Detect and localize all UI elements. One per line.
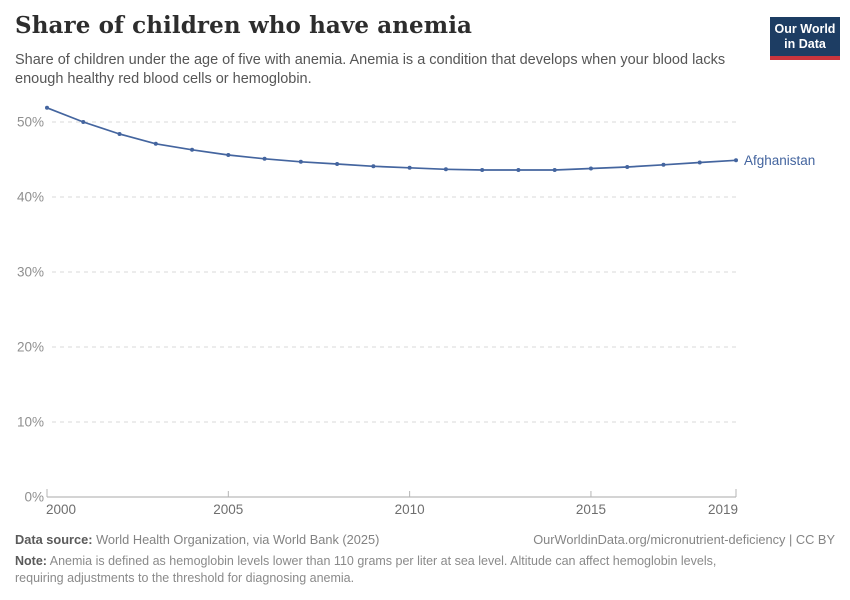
y-axis-label: 0% — [24, 490, 44, 505]
x-axis-label: 2005 — [213, 502, 243, 517]
series-end-label[interactable]: Afghanistan — [744, 153, 815, 168]
page-title: Share of children who have anemia — [15, 12, 473, 39]
x-axis-label: 2019 — [708, 502, 738, 517]
data-point[interactable] — [262, 156, 267, 161]
data-source-label: Data source: — [15, 532, 93, 547]
data-point[interactable] — [734, 158, 738, 163]
y-axis-label: 30% — [17, 265, 44, 280]
data-source: Data source: World Health Organization, … — [15, 532, 379, 547]
data-point[interactable] — [117, 132, 122, 136]
chart-note: Note: Anemia is defined as hemoglobin le… — [15, 553, 762, 588]
data-point[interactable] — [371, 164, 376, 169]
owid-logo-line2: in Data — [784, 36, 826, 51]
data-point[interactable] — [190, 147, 195, 152]
chart-subtitle: Share of children under the age of five … — [15, 52, 726, 88]
data-point[interactable] — [226, 153, 231, 157]
x-axis-label: 2015 — [576, 502, 606, 517]
data-point[interactable] — [45, 105, 49, 110]
y-axis-label: 20% — [17, 340, 44, 355]
owid-logo-line1: Our World — [774, 22, 836, 36]
data-point[interactable] — [443, 167, 448, 172]
y-axis-label: 50% — [17, 115, 44, 130]
chart-footer: Data source: World Health Organization, … — [15, 532, 835, 588]
x-axis-label: 2000 — [46, 502, 76, 517]
data-point[interactable] — [588, 166, 593, 171]
y-axis-label: 10% — [17, 415, 44, 430]
data-point[interactable] — [298, 159, 303, 164]
data-point[interactable] — [480, 168, 485, 172]
source-row: Data source: World Health Organization, … — [15, 532, 835, 547]
data-point[interactable] — [516, 168, 521, 172]
data-point[interactable] — [153, 141, 158, 146]
data-point[interactable] — [697, 160, 702, 165]
line-chart-svg[interactable]: 0% 10% 20% 30% 40% 50% 2000 2005 2010 2015 2019 Afg… — [0, 95, 850, 525]
owid-citation-link[interactable]: OurWorldinData.org/micronutrient-deficie… — [533, 532, 835, 547]
afghanistan-line[interactable] — [46, 107, 737, 171]
x-axis-label: 2010 — [395, 502, 425, 517]
data-point[interactable] — [552, 168, 557, 172]
data-point[interactable] — [407, 165, 412, 170]
data-point[interactable] — [335, 162, 340, 166]
data-source-text: World Health Organization, via World Ban… — [92, 532, 380, 547]
data-point[interactable] — [661, 162, 666, 167]
owid-logo[interactable]: Our World in Data — [770, 17, 840, 60]
line-chart[interactable]: 0% 10% 20% 30% 40% 50% 2000 2005 2010 2015 2019 Afg… — [0, 95, 850, 525]
data-point[interactable] — [625, 165, 630, 169]
note-label: Note: — [15, 554, 47, 568]
y-axis-label: 40% — [17, 190, 44, 205]
note-text: Anemia is defined as hemoglobin levels l… — [15, 554, 717, 586]
data-point[interactable] — [81, 120, 86, 124]
